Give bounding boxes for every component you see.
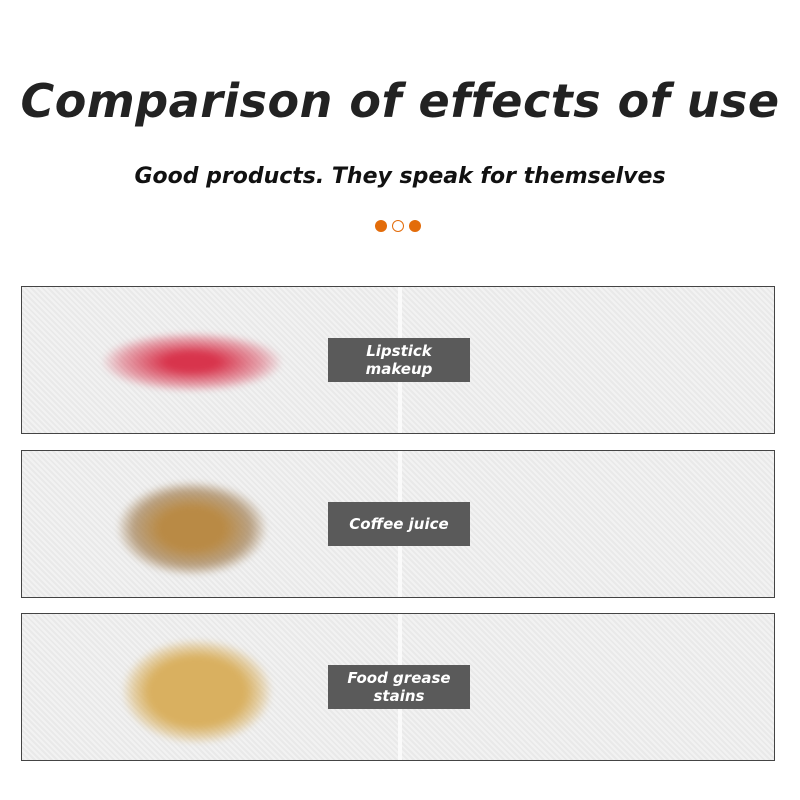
comparison-panel-lipstick: Lipstick makeup <box>21 286 775 434</box>
decorative-dots <box>375 220 421 232</box>
comparison-panel-grease: Food grease stains <box>21 613 775 761</box>
label-line: stains <box>373 687 425 705</box>
page-title: Comparison of effects of use <box>20 74 780 128</box>
label-line: Food grease <box>347 669 451 687</box>
stain-label: Coffee juice <box>328 502 470 546</box>
label-line: Coffee juice <box>349 515 449 533</box>
grease-stain <box>122 639 272 744</box>
dot-icon <box>409 220 421 232</box>
stain-label: Food grease stains <box>328 665 470 709</box>
lipstick-stain <box>102 332 282 392</box>
subtitle: Good products. They speak for themselves <box>134 164 666 189</box>
label-line: Lipstick <box>366 342 432 360</box>
comparison-panel-coffee: Coffee juice <box>21 450 775 598</box>
dot-icon <box>375 220 387 232</box>
dot-outline-icon <box>392 220 404 232</box>
label-line: makeup <box>365 360 433 378</box>
coffee-stain <box>117 481 267 576</box>
stain-label: Lipstick makeup <box>328 338 470 382</box>
